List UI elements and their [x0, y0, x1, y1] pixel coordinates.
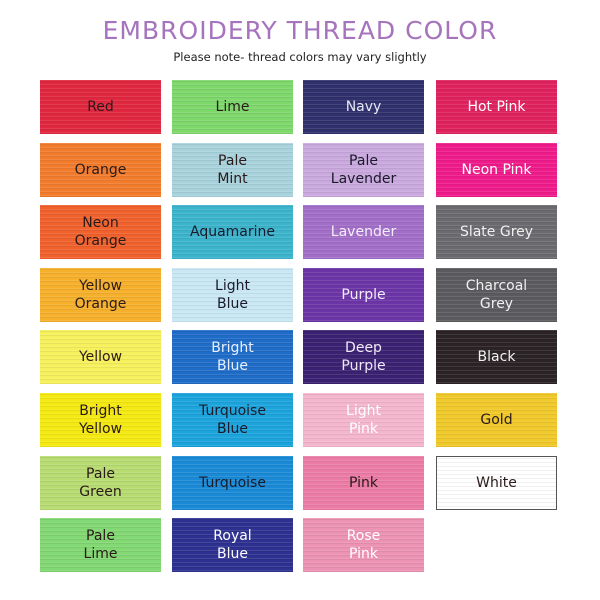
color-swatch: Rose Pink: [303, 518, 424, 573]
page-title: EMBROIDERY THREAD COLOR: [102, 16, 498, 45]
swatch-label: Charcoal Grey: [465, 277, 528, 312]
swatch-label: Pale Lime: [83, 528, 118, 563]
color-swatch: Neon Orange: [40, 205, 161, 260]
swatch-label: Yellow: [78, 349, 123, 366]
color-swatch: Royal Blue: [172, 518, 293, 573]
swatch-label: White: [476, 474, 517, 491]
color-swatch: Charcoal Grey: [436, 267, 557, 322]
color-swatch: Red: [40, 80, 161, 134]
swatch-label: Red: [87, 99, 114, 115]
color-swatch: Pale Lime: [40, 518, 161, 573]
color-swatch: Light Pink: [303, 393, 424, 447]
swatch-label: Navy: [345, 99, 382, 115]
color-swatch: Deep Purple: [303, 330, 424, 385]
page-subtitle: Please note- thread colors may vary slig…: [173, 50, 427, 64]
swatch-label: Pale Green: [79, 465, 122, 500]
color-swatch: Slate Grey: [436, 205, 557, 260]
color-swatch: Bright Yellow: [40, 393, 161, 447]
swatch-label: Deep Purple: [341, 340, 386, 375]
swatch-label: Orange: [74, 161, 127, 178]
swatch-label: Royal Blue: [213, 528, 252, 563]
color-swatch: Pale Lavender: [303, 142, 424, 197]
swatch-label: Bright Yellow: [78, 403, 123, 437]
color-swatch: Hot Pink: [436, 80, 557, 134]
color-swatch: Yellow: [40, 330, 161, 385]
color-swatch: Pale Green: [40, 455, 161, 510]
color-swatch: Pink: [303, 455, 424, 510]
swatch-label: Bright Blue: [211, 340, 254, 375]
swatch-label: Neon Orange: [74, 215, 127, 250]
swatch-label: Yellow Orange: [74, 277, 127, 312]
color-swatch: Orange: [40, 142, 161, 197]
swatch-label: Purple: [341, 286, 386, 303]
color-swatch: Turquoise: [172, 455, 293, 510]
color-swatch: Lavender: [303, 205, 424, 260]
color-swatch: Aquamarine: [172, 205, 293, 260]
color-swatch: White: [436, 455, 557, 510]
swatch-label: Pale Lavender: [330, 152, 397, 187]
color-swatch: Lime: [172, 80, 293, 134]
color-swatch: Black: [436, 330, 557, 385]
swatch-label: Gold: [480, 412, 513, 428]
swatch-label: Turquoise Blue: [199, 403, 266, 437]
swatch-label: Lime: [215, 99, 250, 115]
swatch-label: Hot Pink: [467, 99, 526, 115]
swatch-label: Rose Pink: [346, 528, 381, 563]
color-swatch: Yellow Orange: [40, 267, 161, 322]
color-swatch: Neon Pink: [436, 142, 557, 197]
swatch-label: Light Blue: [215, 277, 250, 312]
swatch-label: Light Pink: [346, 403, 381, 437]
color-swatch: Turquoise Blue: [172, 393, 293, 447]
color-swatch: Pale Mint: [172, 142, 293, 197]
color-swatch: Purple: [303, 267, 424, 322]
swatch-label: Black: [477, 349, 516, 366]
swatch-label: Lavender: [330, 224, 397, 241]
swatch-label: Pale Mint: [217, 152, 248, 187]
color-swatch: Navy: [303, 80, 424, 134]
color-swatch: Gold: [436, 393, 557, 447]
swatch-label: Slate Grey: [459, 224, 534, 241]
swatch-label: Neon Pink: [461, 161, 532, 178]
swatch-label: Pink: [348, 474, 378, 491]
swatch-label: Turquoise: [199, 474, 266, 491]
color-swatch: Light Blue: [172, 267, 293, 322]
color-swatch: Bright Blue: [172, 330, 293, 385]
swatch-label: Aquamarine: [189, 224, 276, 241]
